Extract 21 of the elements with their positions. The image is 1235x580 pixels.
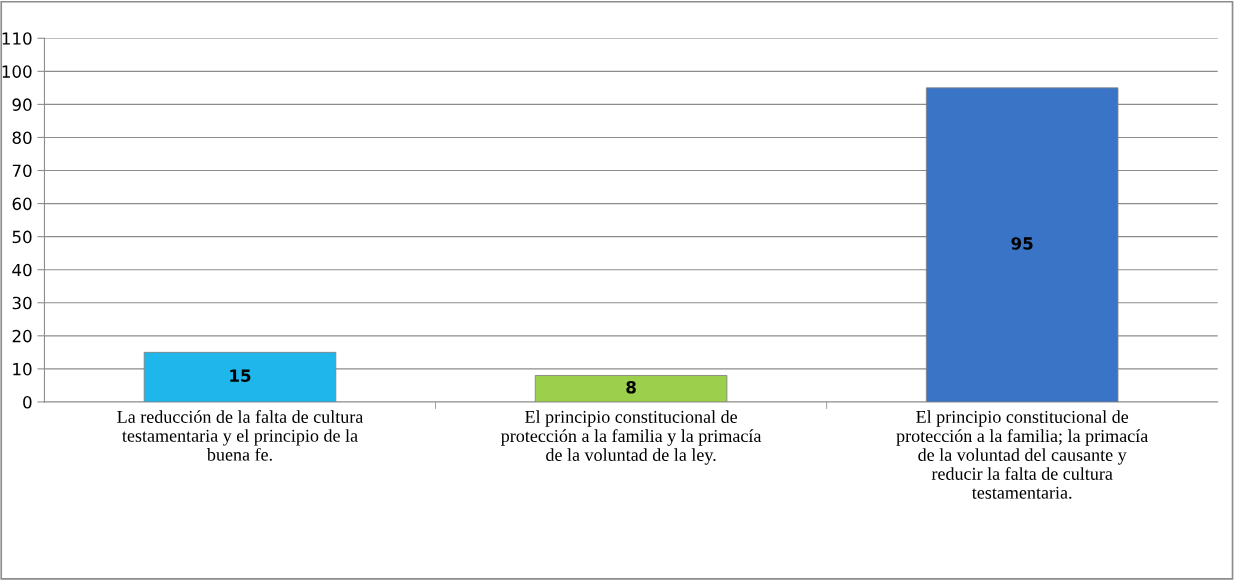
y-tick-label: 20: [12, 329, 32, 343]
y-tick-label: 50: [12, 230, 32, 244]
x-tick-label: La reducción de la falta de cultura testamentaria y el principio de la buena fe.: [117, 410, 364, 461]
y-tick-label: 90: [12, 98, 32, 111]
x-tick-label: El principio constitucional de protección a la familia; la primacía de la voluntad del causante y reducir la falta de cultura testamentaria.: [896, 410, 1148, 499]
x-tick-label: El principio constitucional de protección a la familia y la primacía de la voluntad de la ley.: [501, 410, 762, 465]
y-tick-label: 10: [13, 362, 32, 376]
y-tick-label: 70: [12, 164, 32, 178]
bar: [925, 87, 1119, 402]
y-tick-label: 60: [12, 197, 32, 211]
data-label: 95: [1011, 237, 1033, 250]
data-label: 8: [626, 380, 636, 394]
bar: [143, 351, 337, 402]
y-tick-label: 110: [2, 32, 32, 45]
bar: [534, 375, 728, 402]
y-tick-label: 30: [12, 296, 32, 310]
data-label: 15: [230, 369, 251, 382]
y-tick-label: 0: [23, 395, 32, 409]
y-tick-label: 80: [12, 131, 32, 145]
y-tick-label: 40: [12, 263, 32, 277]
y-tick-label: 100: [2, 65, 32, 78]
